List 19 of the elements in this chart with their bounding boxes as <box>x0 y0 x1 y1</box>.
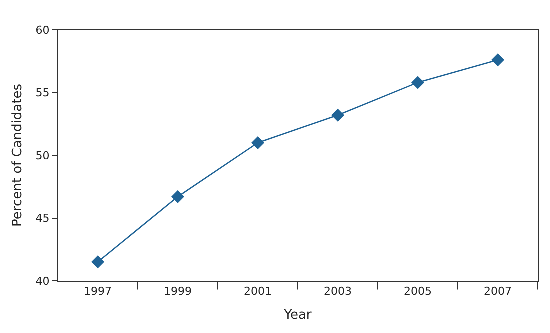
point <box>92 256 104 269</box>
point <box>332 108 344 122</box>
y-tick-label: 40 <box>36 274 50 288</box>
y-tick-label: 50 <box>36 149 50 162</box>
y-tick-label: 45 <box>36 212 50 226</box>
point <box>172 190 184 204</box>
point <box>412 76 424 90</box>
x-axis-title: Year <box>283 308 312 323</box>
point <box>252 136 264 150</box>
y-axis-title: Percent of Candidates <box>10 84 26 227</box>
x-tick-label: 1997 <box>84 285 112 298</box>
y-tick-label: 55 <box>36 86 50 100</box>
point <box>492 54 504 67</box>
x-tick-label: 2003 <box>324 285 352 298</box>
x-tick-label: 2001 <box>244 285 272 298</box>
x-tick-label: 2005 <box>404 285 432 298</box>
x-tick-label: 1999 <box>164 285 192 298</box>
y-tick-label: 60 <box>36 24 50 37</box>
x-tick-label: 2007 <box>484 285 512 298</box>
